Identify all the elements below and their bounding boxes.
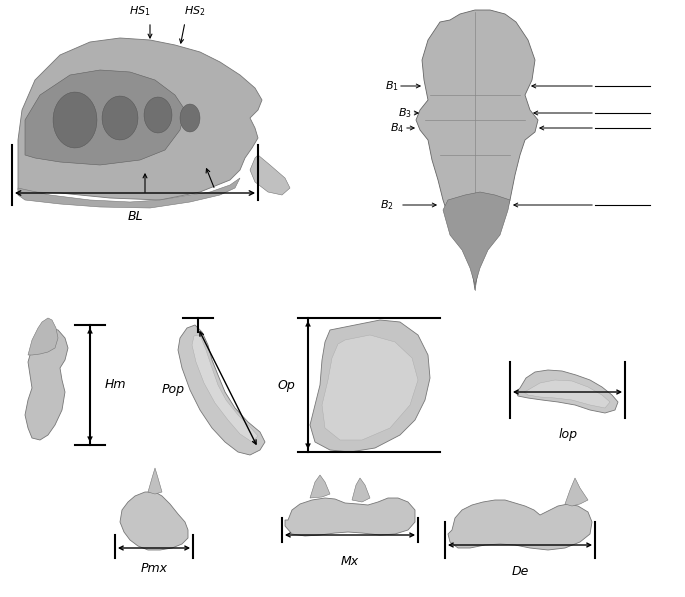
Text: $B_4$: $B_4$ (390, 121, 404, 135)
Polygon shape (524, 380, 610, 408)
Polygon shape (516, 370, 618, 413)
Polygon shape (28, 318, 58, 355)
Text: Op: Op (277, 378, 295, 392)
Text: $HS_1$: $HS_1$ (129, 4, 151, 18)
Text: Pmx: Pmx (140, 562, 168, 575)
Polygon shape (352, 478, 370, 502)
Polygon shape (148, 468, 162, 494)
Text: $HS_2$: $HS_2$ (184, 4, 206, 18)
Text: lop: lop (558, 428, 577, 441)
Text: De: De (511, 565, 529, 578)
Polygon shape (18, 178, 240, 208)
Text: $B_2$: $B_2$ (380, 198, 394, 212)
Polygon shape (448, 500, 592, 550)
Polygon shape (310, 475, 330, 498)
Polygon shape (18, 38, 262, 200)
Polygon shape (285, 498, 415, 536)
Polygon shape (180, 104, 200, 132)
Polygon shape (102, 96, 138, 140)
Polygon shape (322, 335, 418, 440)
Polygon shape (250, 155, 290, 195)
Polygon shape (192, 335, 258, 442)
Text: $B_1$: $B_1$ (385, 79, 399, 93)
Polygon shape (443, 192, 510, 285)
Text: BL: BL (127, 210, 142, 223)
Polygon shape (178, 325, 265, 455)
Text: Mx: Mx (341, 555, 359, 568)
Polygon shape (25, 70, 185, 165)
Polygon shape (416, 10, 538, 290)
Polygon shape (25, 328, 68, 440)
Polygon shape (565, 478, 588, 506)
Text: $B_3$: $B_3$ (398, 106, 412, 120)
Text: Pop: Pop (162, 383, 185, 396)
Polygon shape (53, 92, 97, 148)
Polygon shape (144, 97, 172, 133)
Text: Hm: Hm (105, 378, 127, 392)
Polygon shape (120, 492, 188, 550)
Polygon shape (310, 320, 430, 452)
